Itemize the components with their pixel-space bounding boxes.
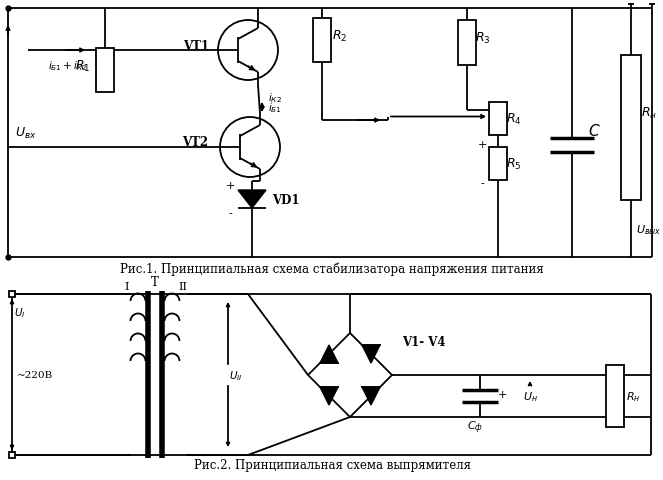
Text: VT1: VT1 [183, 39, 209, 52]
Text: II: II [178, 281, 188, 291]
Text: $U_н$: $U_н$ [522, 389, 538, 403]
Text: $C$: $C$ [587, 123, 600, 139]
Polygon shape [320, 387, 338, 405]
Text: $R_1$: $R_1$ [76, 59, 91, 73]
Text: $R_2$: $R_2$ [332, 28, 347, 44]
Text: $R_н$: $R_н$ [641, 106, 657, 121]
Text: -: - [480, 179, 484, 189]
Text: +: + [477, 140, 487, 150]
Polygon shape [362, 387, 380, 405]
Text: $U_I$: $U_I$ [14, 305, 26, 319]
Text: $i_{К2}$: $i_{К2}$ [268, 91, 282, 105]
Text: $i_{Б1}$: $i_{Б1}$ [268, 101, 282, 115]
Text: T: T [151, 276, 159, 289]
Text: -: - [228, 209, 232, 218]
Text: VD1: VD1 [272, 193, 300, 206]
Text: $C_ф$: $C_ф$ [467, 419, 483, 435]
Text: $U_{вх}$: $U_{вх}$ [15, 125, 36, 140]
Text: ~220В: ~220В [17, 371, 53, 380]
Text: $R_4$: $R_4$ [506, 112, 522, 127]
Bar [621, 56, 641, 201]
Bar [606, 365, 624, 427]
Text: $R_3$: $R_3$ [475, 31, 491, 46]
Bar [96, 49, 114, 93]
Bar [458, 21, 476, 66]
Text: Рис.1. Принципиальная схема стабилизатора напряжения питания: Рис.1. Принципиальная схема стабилизатор… [120, 262, 544, 275]
Polygon shape [238, 191, 266, 209]
Text: Рис.2. Принципиальная схема выпрямителя: Рис.2. Принципиальная схема выпрямителя [194, 458, 471, 471]
Text: $i_{Б1}+i_{К2}$: $i_{Б1}+i_{К2}$ [48, 59, 88, 73]
Text: $R_н$: $R_н$ [626, 389, 640, 403]
Bar [313, 19, 331, 63]
Text: +: + [225, 180, 235, 191]
Bar [489, 148, 507, 180]
Text: $R_5$: $R_5$ [507, 156, 522, 172]
Text: VT2: VT2 [182, 136, 208, 149]
Polygon shape [320, 345, 338, 363]
Text: I: I [125, 281, 129, 291]
Text: +: + [497, 389, 507, 399]
Text: V1- V4: V1- V4 [402, 335, 446, 348]
Bar [489, 103, 507, 136]
Text: $U_{вых}$: $U_{вых}$ [636, 223, 662, 237]
Polygon shape [362, 345, 380, 363]
Text: $U_{II}$: $U_{II}$ [229, 368, 243, 382]
